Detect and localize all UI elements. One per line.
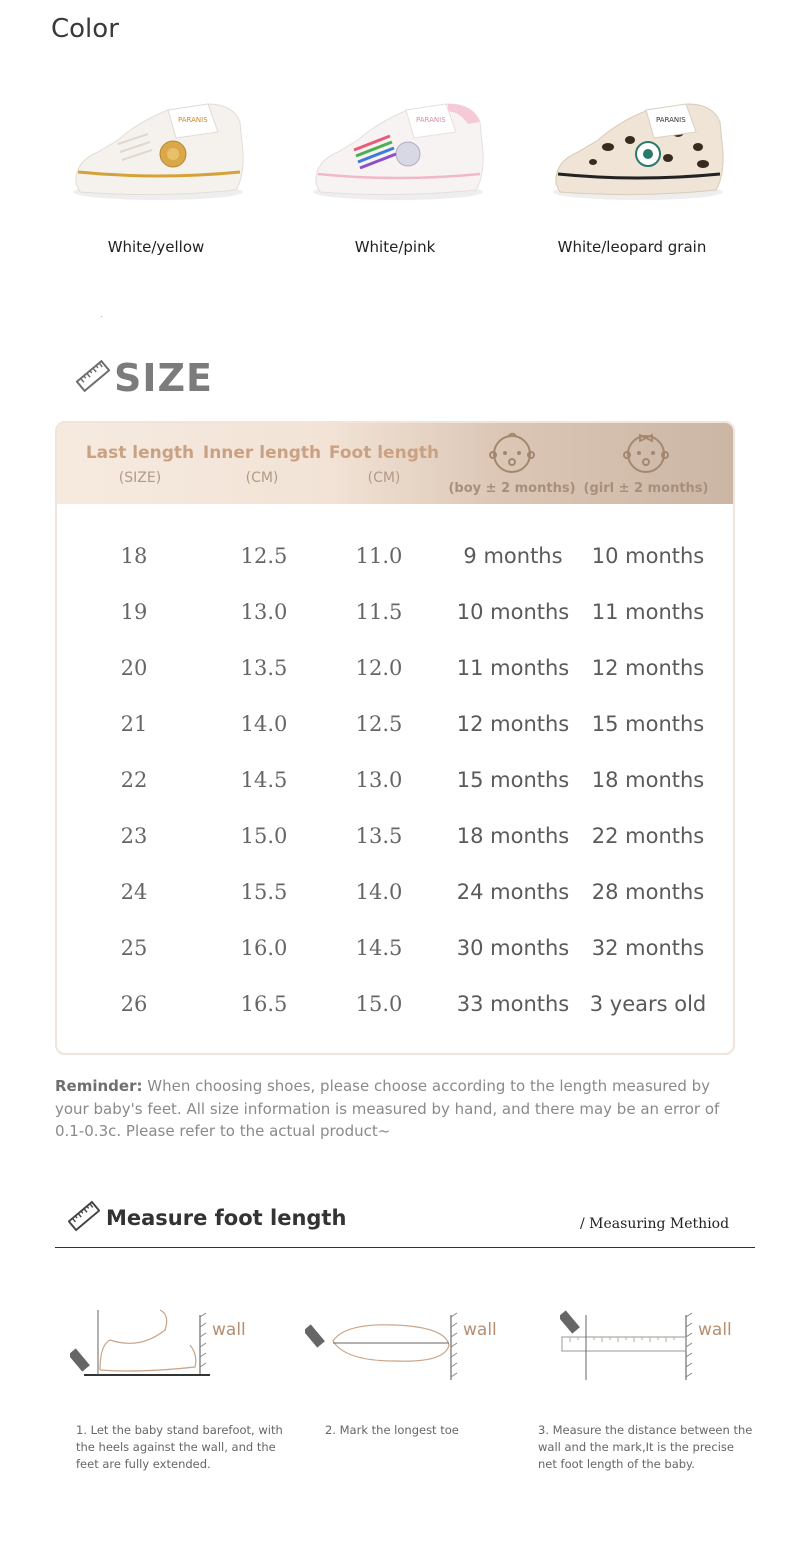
wall-label: wall [212, 1320, 246, 1340]
stray-dot: . [100, 310, 103, 319]
table-cell: 18 months [456, 824, 570, 848]
table-cell: 13.5 [240, 656, 288, 680]
table-cell: 21 [120, 712, 148, 736]
table-cell: 3 years old [589, 992, 707, 1016]
table-cell: 12.5 [240, 544, 288, 568]
baby-girl-icon [622, 433, 670, 479]
table-cell: 12.0 [355, 656, 403, 680]
measure-heading: Measure foot length [67, 1200, 347, 1236]
table-row: 18 12.5 11.0 9 months 10 months [57, 544, 733, 600]
shoe-brand-text: PARANIS [656, 116, 686, 124]
table-cell: 18 [120, 544, 148, 568]
size-title: SIZE [114, 356, 214, 400]
table-cell: 12 months [591, 656, 705, 680]
color-section-title: Color [51, 14, 119, 44]
table-row: 22 14.5 13.0 15 months 18 months [57, 768, 733, 824]
table-row: 19 13.0 11.5 10 months 11 months [57, 600, 733, 656]
table-row: 25 16.0 14.5 30 months 32 months [57, 936, 733, 992]
shoe-white-pink-image[interactable]: PARANIS [298, 92, 498, 212]
table-row: 21 14.0 12.5 12 months 15 months [57, 712, 733, 768]
table-cell: 22 [120, 768, 148, 792]
shoe-white-leopard-image[interactable]: PARANIS [538, 92, 738, 212]
shoe-brand-text: PARANIS [178, 116, 208, 124]
shoe-brand-text: PARANIS [416, 116, 446, 124]
table-cell: 16.0 [240, 936, 288, 960]
reminder-body: When choosing shoes, please choose accor… [55, 1077, 720, 1140]
table-cell: 19 [120, 600, 148, 624]
table-cell: 32 months [591, 936, 705, 960]
wall-label: wall [463, 1320, 497, 1340]
table-cell: 25 [120, 936, 148, 960]
diagram-mark-longest-toe: wall [303, 1305, 505, 1395]
measure-step-2: 2. Mark the longest toe [325, 1423, 459, 1437]
shoe-label-white-yellow: White/yellow [107, 238, 205, 256]
table-cell: 14.5 [355, 936, 403, 960]
table-cell: 20 [120, 656, 148, 680]
table-row: 24 15.5 14.0 24 months 28 months [57, 880, 733, 936]
diagram-stand-against-wall: wall [68, 1305, 270, 1395]
shoe-white-yellow-image[interactable]: PARANIS [58, 92, 258, 212]
measure-subtitle: / Measuring Methiod [580, 1216, 730, 1232]
table-row: 20 13.5 12.0 11 months 12 months [57, 656, 733, 712]
header-boy-age: (boy ± 2 months) [447, 429, 577, 496]
table-cell: 12 months [456, 712, 570, 736]
shoe-label-white-pink: White/pink [354, 238, 436, 256]
table-cell: 23 [120, 824, 148, 848]
table-cell: 11 months [591, 600, 705, 624]
table-cell: 33 months [456, 992, 570, 1016]
table-cell: 26 [120, 992, 148, 1016]
shoe-label-white-leopard: White/leopard grain [557, 238, 707, 256]
ruler-icon [75, 359, 111, 397]
size-chart-header: Last length (SIZE) Inner length (CM) Foo… [57, 423, 733, 504]
table-cell: 14.0 [240, 712, 288, 736]
size-chart-table: Last length (SIZE) Inner length (CM) Foo… [55, 421, 735, 1055]
header-inner-length: Inner length (CM) [202, 443, 322, 486]
table-row: 26 16.5 15.0 33 months 3 years old [57, 992, 733, 1048]
table-cell: 13.0 [355, 768, 403, 792]
table-cell: 30 months [456, 936, 570, 960]
reminder-text: Reminder: When choosing shoes, please ch… [55, 1075, 745, 1143]
ruler-icon [67, 1200, 101, 1236]
table-cell: 9 months [463, 544, 563, 568]
table-cell: 10 months [456, 600, 570, 624]
table-cell: 11 months [456, 656, 570, 680]
measure-title: Measure foot length [106, 1206, 347, 1230]
table-cell: 13.0 [240, 600, 288, 624]
table-cell: 15.5 [240, 880, 288, 904]
table-cell: 24 [120, 880, 148, 904]
table-cell: 13.5 [355, 824, 403, 848]
table-cell: 22 months [591, 824, 705, 848]
table-cell: 16.5 [240, 992, 288, 1016]
table-cell: 11.5 [355, 600, 403, 624]
table-cell: 14.5 [240, 768, 288, 792]
reminder-label: Reminder: [55, 1077, 143, 1095]
header-foot-length: Foot length (CM) [328, 443, 440, 486]
table-cell: 12.5 [355, 712, 403, 736]
measure-step-3: 3. Measure the distance between the wall… [538, 1423, 753, 1471]
table-cell: 15 months [456, 768, 570, 792]
header-last-length: Last length (SIZE) [85, 443, 195, 486]
table-cell: 11.0 [355, 544, 403, 568]
table-cell: 10 months [591, 544, 705, 568]
table-cell: 14.0 [355, 880, 403, 904]
wall-label: wall [698, 1320, 732, 1340]
divider [55, 1247, 755, 1248]
table-cell: 28 months [591, 880, 705, 904]
diagram-measure-distance: wall [558, 1305, 760, 1395]
table-cell: 18 months [591, 768, 705, 792]
header-girl-age: (girl ± 2 months) [581, 429, 711, 496]
table-cell: 15.0 [355, 992, 403, 1016]
measure-step-1: 1. Let the baby stand barefoot, with the… [76, 1423, 283, 1471]
table-cell: 24 months [456, 880, 570, 904]
table-cell: 15.0 [240, 824, 288, 848]
baby-boy-icon [488, 432, 536, 479]
size-heading: SIZE [75, 356, 214, 400]
table-row: 23 15.0 13.5 18 months 22 months [57, 824, 733, 880]
table-cell: 15 months [591, 712, 705, 736]
